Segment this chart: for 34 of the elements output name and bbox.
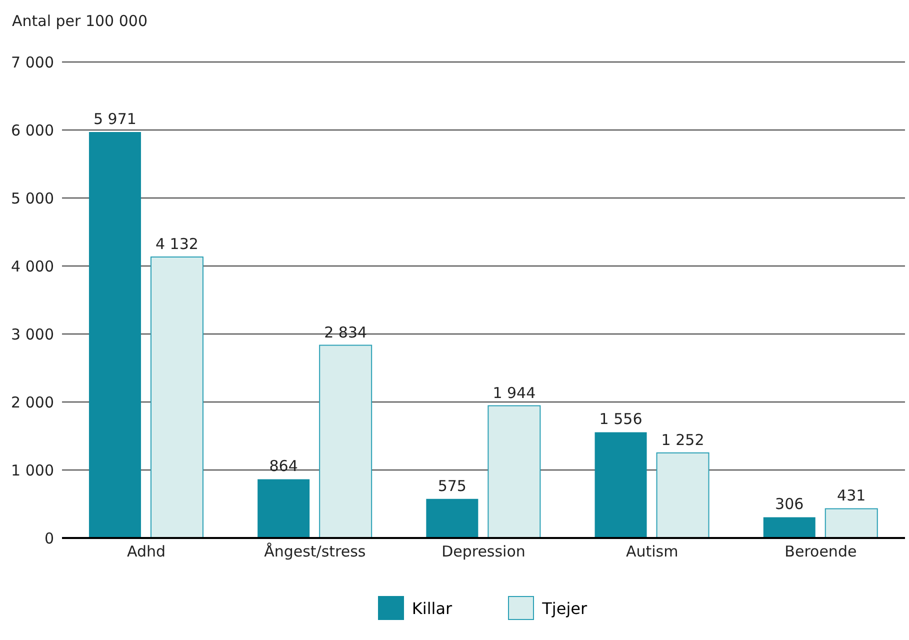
x-tick-label: Autism: [626, 542, 678, 561]
bar: [258, 479, 310, 538]
x-tick-label: Depression: [442, 542, 526, 561]
bar: [594, 432, 647, 538]
x-tick-label: Ångest/stress: [264, 542, 366, 561]
data-label: 5 971: [94, 110, 136, 128]
y-tick-label: 3 000: [11, 325, 54, 344]
y-tick-label: 6 000: [11, 121, 54, 140]
y-tick-label: 2 000: [11, 393, 54, 412]
data-label: 306: [775, 495, 804, 514]
y-tick-label: 7 000: [11, 53, 54, 72]
y-tick-label: 0: [44, 529, 54, 548]
bar: [763, 517, 816, 538]
data-label: 4 132: [156, 235, 198, 254]
legend-label: Killar: [412, 598, 452, 618]
y-axis-title: Antal per 100 000: [12, 12, 148, 30]
bar: [824, 508, 878, 538]
y-tick-label: 5 000: [11, 189, 54, 208]
bar: [488, 405, 541, 538]
bar: [426, 498, 478, 538]
data-label: 1 944: [492, 384, 536, 402]
bar: [88, 132, 141, 538]
bar: [319, 344, 372, 538]
legend-label: Tjejer: [542, 598, 588, 618]
x-tick-label: Beroende: [784, 542, 857, 561]
data-label: 575: [438, 476, 466, 495]
data-label: 1 556: [599, 410, 642, 428]
x-tick-label: Adhd: [127, 542, 166, 561]
data-label: 1 252: [661, 430, 704, 449]
bar: [150, 256, 204, 538]
y-tick-label: 4 000: [11, 257, 54, 276]
y-tick-label: 1 000: [11, 461, 54, 480]
data-label: 431: [837, 486, 866, 505]
bar: [656, 452, 710, 538]
